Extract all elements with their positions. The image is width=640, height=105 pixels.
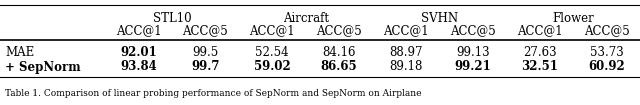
Text: 86.65: 86.65 (321, 60, 357, 74)
Text: 59.02: 59.02 (254, 60, 291, 74)
Text: 99.13: 99.13 (456, 47, 490, 60)
Text: 93.84: 93.84 (120, 60, 157, 74)
Text: ACC@5: ACC@5 (584, 24, 629, 37)
Text: SVHN: SVHN (421, 12, 458, 24)
Text: 88.97: 88.97 (389, 47, 422, 60)
Text: STL10: STL10 (152, 12, 191, 24)
Text: 52.54: 52.54 (255, 47, 289, 60)
Text: Table 1. Comparison of linear probing performance of SepNorm and SepNorm on Airp: Table 1. Comparison of linear probing pe… (5, 89, 422, 98)
Text: 99.5: 99.5 (192, 47, 218, 60)
Text: Aircraft: Aircraft (283, 12, 328, 24)
Text: ACC@1: ACC@1 (116, 24, 161, 37)
Text: MAE: MAE (5, 47, 35, 60)
Text: 84.16: 84.16 (323, 47, 356, 60)
Text: ACC@5: ACC@5 (316, 24, 362, 37)
Text: ACC@1: ACC@1 (383, 24, 429, 37)
Text: 53.73: 53.73 (589, 47, 623, 60)
Text: + SepNorm: + SepNorm (5, 60, 81, 74)
Text: Flower: Flower (552, 12, 594, 24)
Text: ACC@5: ACC@5 (450, 24, 496, 37)
Text: 92.01: 92.01 (120, 47, 157, 60)
Text: 32.51: 32.51 (521, 60, 558, 74)
Text: 60.92: 60.92 (588, 60, 625, 74)
Text: ACC@5: ACC@5 (182, 24, 228, 37)
Text: 99.21: 99.21 (454, 60, 491, 74)
Text: ACC@1: ACC@1 (517, 24, 563, 37)
Text: ACC@1: ACC@1 (250, 24, 295, 37)
Text: 27.63: 27.63 (523, 47, 557, 60)
Text: 99.7: 99.7 (191, 60, 220, 74)
Text: 89.18: 89.18 (389, 60, 422, 74)
